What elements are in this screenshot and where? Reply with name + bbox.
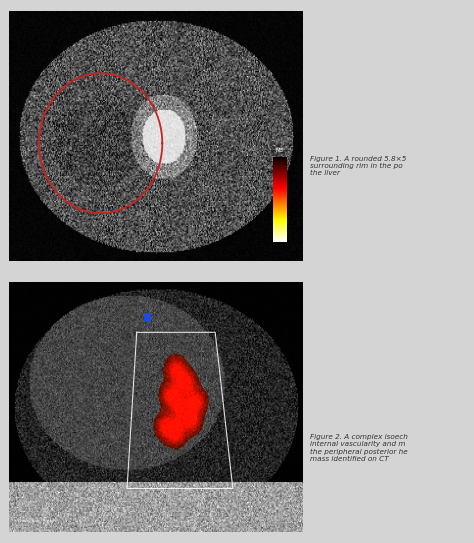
Text: Figure 2. A complex isoech
internal vascularity and m
the peripheral posterior h: Figure 2. A complex isoech internal vasc… bbox=[310, 434, 408, 462]
Text: M3: M3 bbox=[275, 148, 283, 153]
Text: Figure 1. A rounded 5.8×5
surrounding rim in the po
the liver: Figure 1. A rounded 5.8×5 surrounding ri… bbox=[310, 155, 407, 176]
Text: Liver  Sag  Right: Liver Sag Right bbox=[18, 519, 55, 523]
